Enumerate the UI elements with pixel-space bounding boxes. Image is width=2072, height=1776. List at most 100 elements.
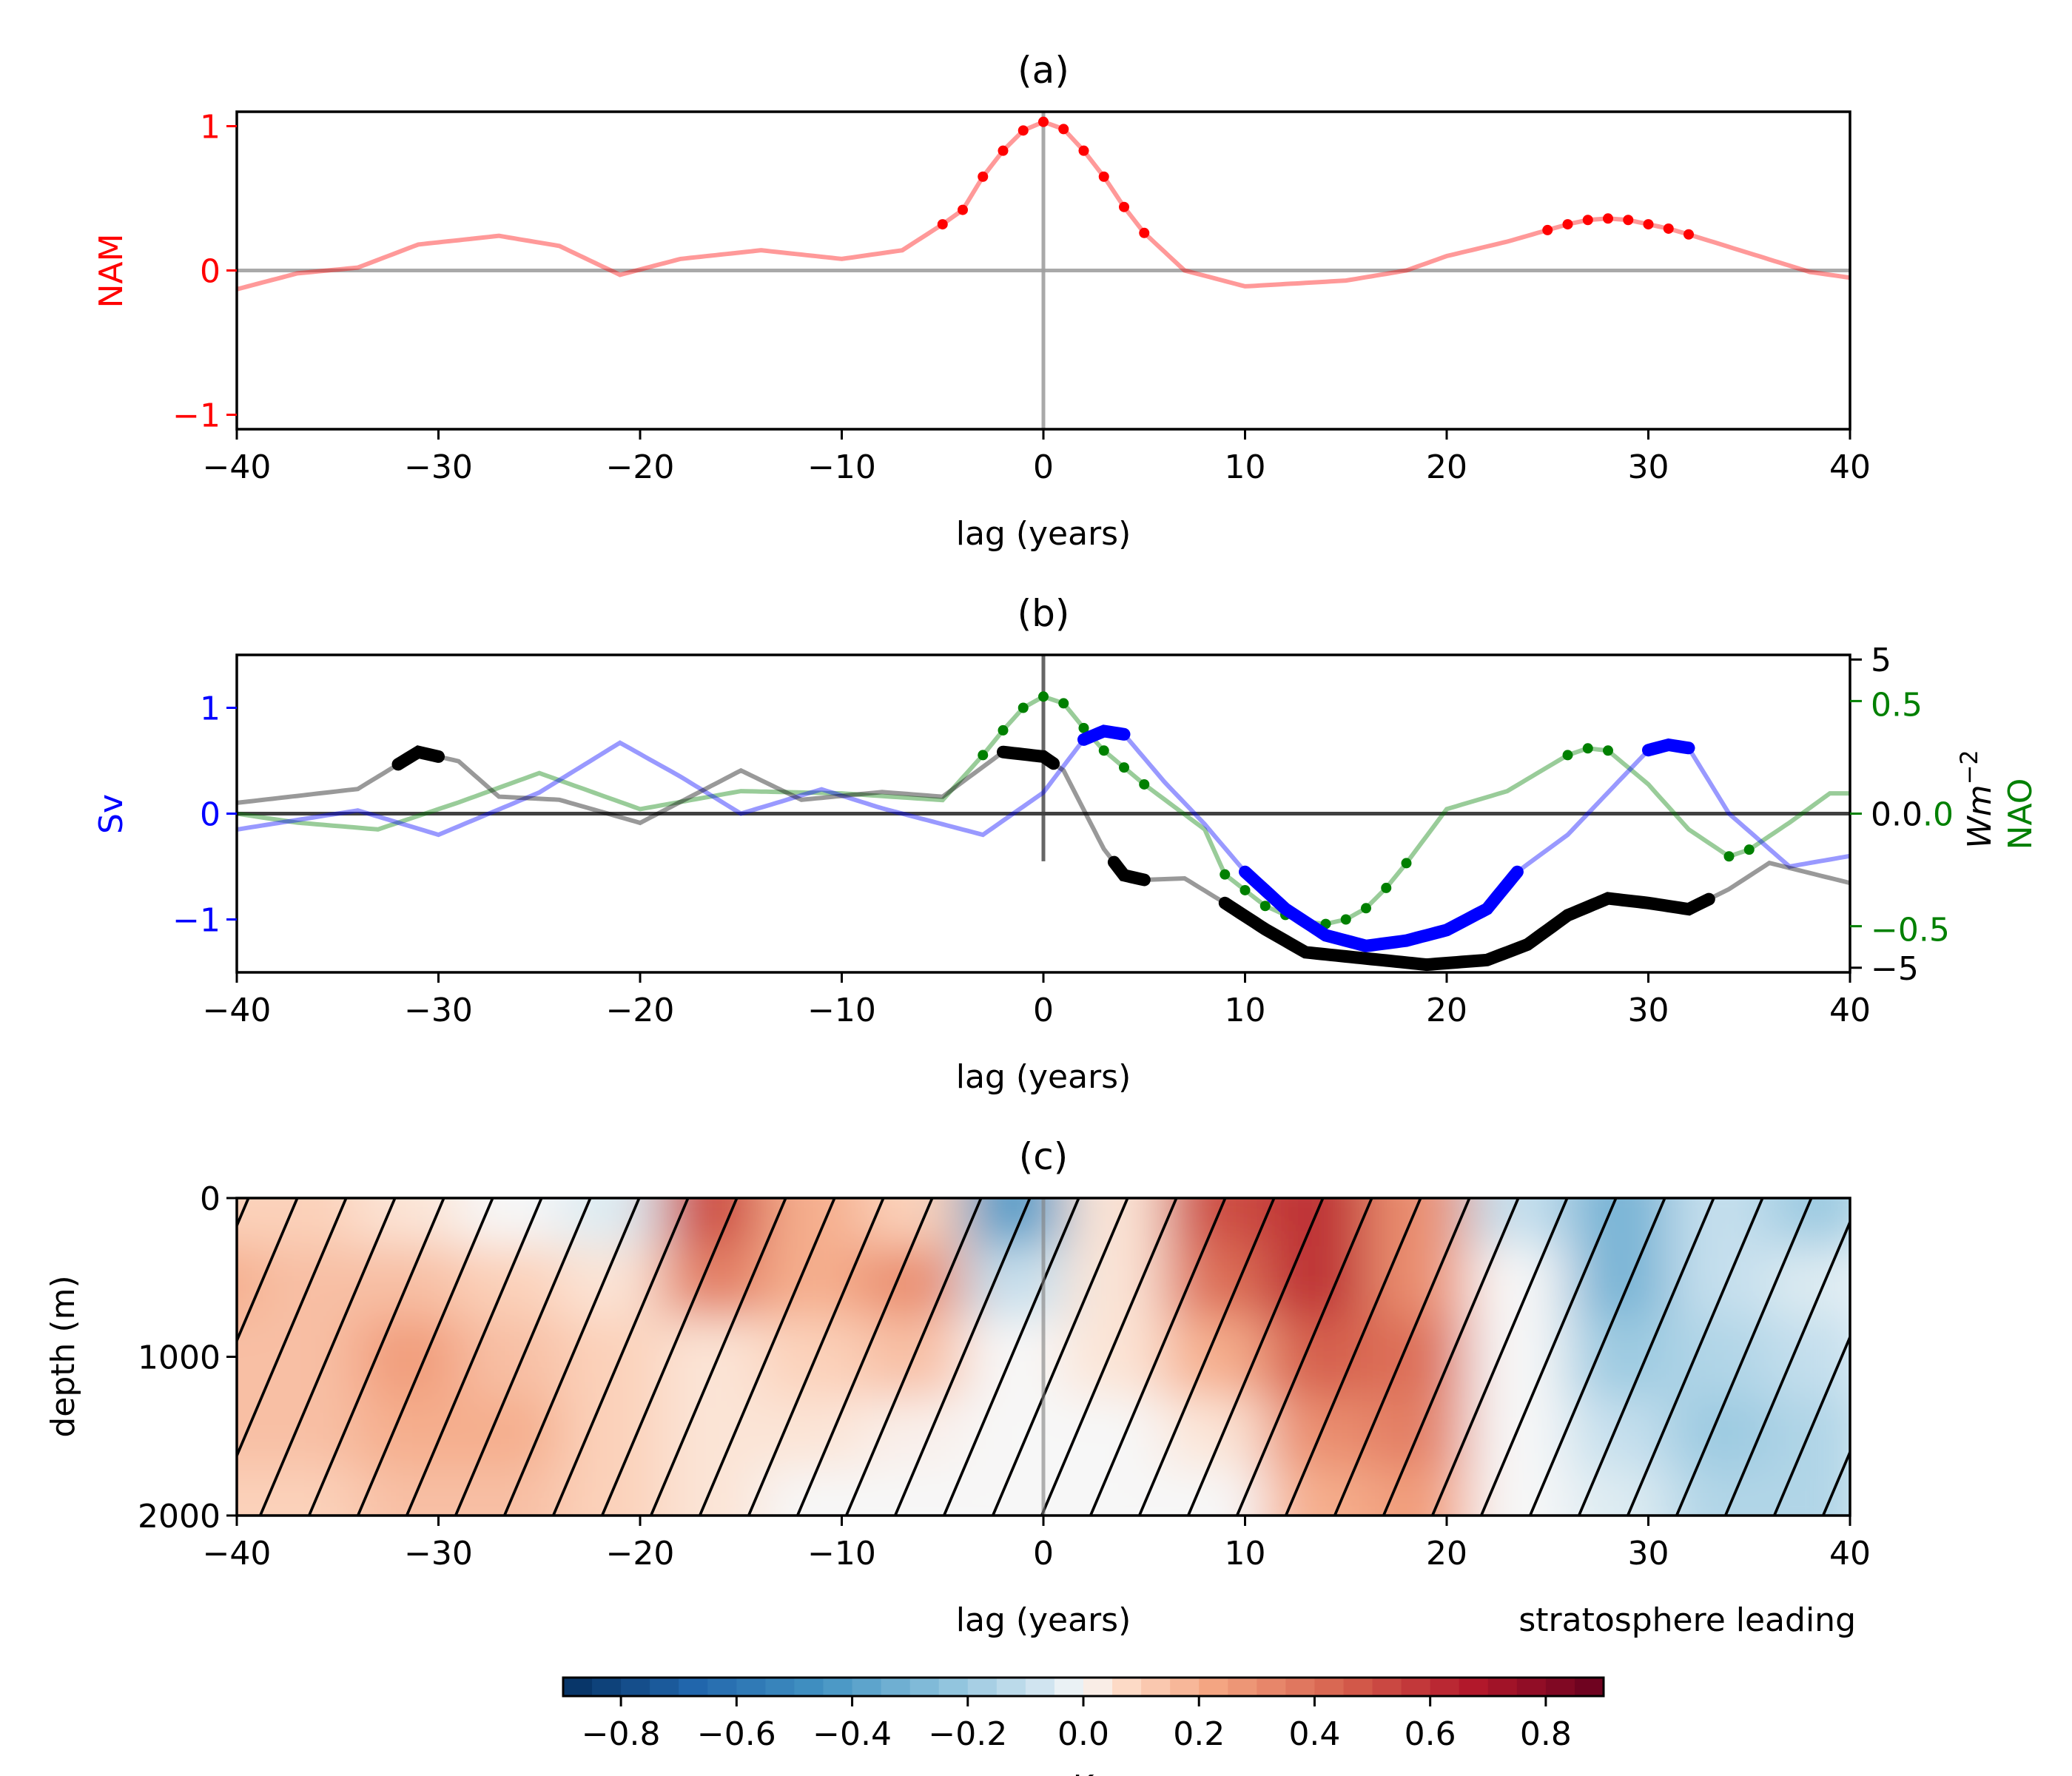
colorbar-segment [909,1678,940,1696]
x-tick-label: 0 [1033,1535,1054,1572]
colorbar-segment [1545,1678,1575,1696]
x-tick-label: 20 [1426,992,1467,1029]
nao-point [1139,778,1150,790]
colorbar-segment [1257,1678,1286,1696]
x-tick-label: 30 [1628,448,1669,486]
colorbar-segment [621,1678,650,1696]
nam-point [1018,125,1029,136]
y-tick-label: −1 [172,902,221,940]
panel-b-xlabel: lag (years) [956,1058,1131,1096]
nam-point [958,204,968,215]
colorbar-segment [1141,1678,1171,1696]
panel-b-ylabel: Sv [92,794,130,834]
nao-point [1562,750,1573,761]
right-tick-label: −5 [1871,950,1919,988]
nao-point [1340,914,1351,925]
x-tick-label: −10 [807,992,876,1029]
nam-point [1038,116,1049,127]
sv-highlight [1239,865,1524,952]
colorbar-segment [1343,1678,1373,1696]
nao-point [1058,698,1069,709]
x-tick-label: −40 [203,992,272,1029]
heatflux-highlight [1218,892,1715,972]
colorbar-segment [1170,1678,1200,1696]
x-tick-label: −30 [404,448,473,486]
stratosphere-leading-annotation: stratosphere leading [1518,1601,1856,1639]
colorbar-segment [996,1678,1026,1696]
y-tick-label: 1000 [138,1339,221,1377]
nam-point [1663,223,1674,234]
nam-point [1603,213,1613,224]
nao-point [998,724,1009,736]
panel-c-title: (c) [1019,1135,1069,1178]
x-tick-label: 20 [1426,1535,1467,1572]
colorbar-segment [765,1678,795,1696]
nam-point [1098,171,1109,182]
y-tick-label: 1 [200,109,221,147]
colorbar-segment [707,1678,737,1696]
x-tick-label: 40 [1829,448,1871,486]
y-tick-label: 0 [200,1180,221,1218]
x-tick-label: −10 [807,448,876,486]
panel-a-plot [237,112,1850,429]
nam-point [1623,215,1634,226]
heatflux-highlight [391,745,445,771]
nao-tick-label: −0.5 [1871,912,1950,949]
nam-point [1119,201,1129,212]
nam-point [1542,224,1553,235]
nam-point [1582,215,1593,226]
nam-point [978,171,989,182]
nao-point [1038,691,1049,702]
colorbar-segment [1516,1678,1547,1696]
panel-a-title: (a) [1018,49,1069,92]
x-tick-label: −20 [606,992,675,1029]
x-tick-label: −40 [203,448,272,486]
nao-point [1098,745,1109,756]
sv-line [237,728,1850,949]
right-tick-label: 0.0 [1871,796,1923,834]
colorbar-segment [1054,1678,1084,1696]
x-tick-label: 30 [1628,1535,1669,1572]
nao-point [1078,722,1089,733]
colorbar-tick-label: 0.6 [1405,1715,1456,1753]
x-tick-label: 0 [1033,448,1054,486]
nam-point [1684,229,1694,240]
heatflux-highlight [1107,855,1151,887]
panel-a-ylabel: NAM [92,234,130,309]
colorbar-segment [1199,1678,1228,1696]
panel-c-ylabel: depth (m) [44,1275,82,1437]
nao-point [1582,743,1593,754]
x-tick-label: 40 [1829,1535,1871,1572]
x-tick-label: 10 [1225,448,1266,486]
y-tick-label: 0 [200,253,221,291]
nao-tick-label: 0.5 [1871,686,1923,724]
nao-point [1603,745,1613,756]
nao-tick-label: .0 [1923,796,1954,834]
wm-label: Wm [1961,784,1999,848]
nam-point [1078,145,1089,156]
x-tick-label: −40 [203,1535,272,1572]
nao-point [978,750,989,761]
panel-b-ylabel-right: Wm−2 [1955,750,1999,849]
panel-a-xlabel: lag (years) [956,515,1131,553]
wm-exponent: −2 [1955,750,1983,784]
sv-highlight [1077,724,1131,746]
colorbar-segment [823,1678,853,1696]
nam-point [1139,227,1150,238]
nao-point [1119,762,1129,773]
colorbar-tick-label: −0.4 [813,1715,892,1753]
colorbar-segment [1314,1678,1344,1696]
colorbar-tick-label: 0.2 [1173,1715,1225,1753]
colorbar-segment [1112,1678,1142,1696]
x-tick-label: 10 [1225,1535,1266,1572]
x-tick-label: 40 [1829,992,1871,1029]
colorbar-segment [794,1678,824,1696]
colorbar-segment [852,1678,882,1696]
nam-point [1643,219,1654,230]
colorbar-tick-label: 0.0 [1057,1715,1109,1753]
colorbar-segment [1574,1678,1604,1696]
colorbar-segment [1083,1678,1113,1696]
nam-point [998,145,1009,156]
y-tick-label: −1 [172,397,221,435]
